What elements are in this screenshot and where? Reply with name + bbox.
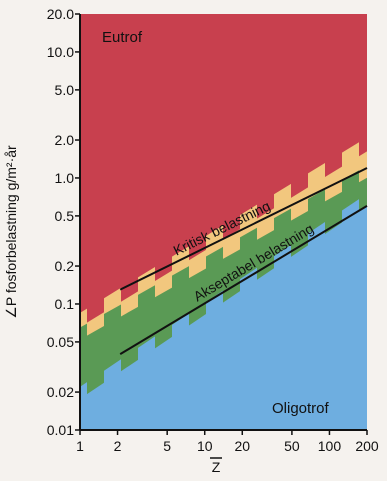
- region-label-eutrof: Eutrof: [102, 29, 143, 46]
- y-tick-label: 0.2: [55, 258, 75, 274]
- x-tick-label: 200: [355, 438, 379, 454]
- series-line-kritisk: [119, 167, 368, 291]
- region-label-oligotrof: Oligotrof: [272, 400, 330, 417]
- y-tick-label: 20.0: [47, 6, 74, 22]
- y-tick-label: 0.1: [55, 296, 75, 312]
- x-tick-label: 10: [197, 438, 213, 454]
- y-axis-title: ∠P fosforbelastning g/m²·år: [3, 145, 19, 319]
- x-tick-label: 100: [318, 438, 342, 454]
- x-tick-label: 50: [284, 438, 300, 454]
- y-tick-label: 10.0: [47, 44, 74, 60]
- axes: 0.01 0.02 0.05 0.1 0.2 0.5 1.0 2.0 5.0 10.0 20.0 1 2…: [47, 6, 379, 459]
- x-tick-label: 1: [76, 438, 84, 454]
- x-tick-label: 20: [234, 438, 250, 454]
- y-tick-label: 1.0: [55, 170, 75, 186]
- x-tick-label: 2: [114, 438, 122, 454]
- x-axis-title: Z: [212, 459, 221, 475]
- y-tick-label: 0.5: [55, 208, 75, 224]
- loading-lines: [119, 167, 368, 355]
- y-tick-label: 0.01: [47, 422, 74, 438]
- series-line-akseptabel: [119, 205, 368, 355]
- y-tick-label: 5.0: [55, 82, 75, 98]
- y-tick-label: 0.05: [47, 334, 74, 350]
- y-tick-label: 2.0: [55, 132, 75, 148]
- x-tick-label: 5: [163, 438, 171, 454]
- trophic-regions: [80, 14, 367, 430]
- region-eutrof: [80, 14, 367, 323]
- y-tick-label: 0.02: [47, 384, 74, 400]
